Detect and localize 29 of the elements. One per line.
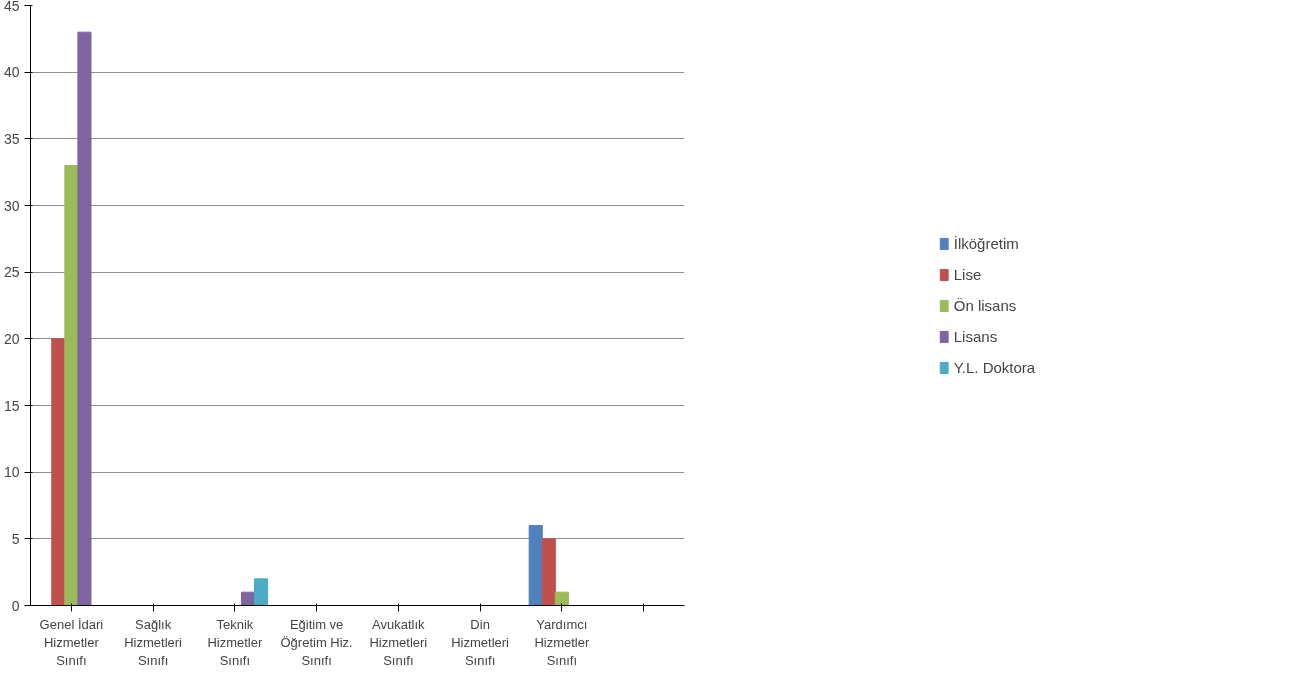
legend-label: Y.L. Doktora: [953, 358, 1036, 376]
y-tick-label: 15: [3, 397, 20, 414]
y-tick-label: 25: [3, 264, 20, 281]
legend-label: Lisans: [953, 327, 998, 345]
x-tick-label: Teknik Hizmetler Sınıfı: [207, 616, 263, 668]
y-tick-label: 20: [3, 330, 20, 347]
legend-label: Lise: [953, 265, 982, 283]
bar: [64, 165, 79, 606]
x-tick-label: Din Hizmetleri Sınıfı: [451, 616, 510, 668]
y-tick-label: 45: [3, 0, 20, 14]
legend-label: Ön lisans: [953, 296, 1017, 314]
y-tick-label: 40: [3, 64, 20, 81]
x-tick-label: Genel İdari Hizmetler Sınıfı: [39, 616, 104, 668]
y-tick-label: 0: [11, 597, 20, 614]
bar: [254, 578, 269, 606]
y-tick-label: 30: [3, 197, 20, 214]
x-tick-label: Sağlık Hizmetleri Sınıfı: [124, 616, 183, 668]
y-tick-label: 5: [11, 530, 20, 547]
bar: [541, 538, 556, 606]
x-tick-label: Yardımcı Hizmetler Sınıfı: [534, 616, 590, 668]
bar: [528, 525, 543, 606]
bar: [51, 338, 66, 606]
x-tick-label: Avukatlık Hizmetleri Sınıfı: [369, 616, 428, 668]
bar: [554, 591, 569, 606]
bar: [77, 31, 92, 606]
x-tick-label: Eğitim ve Öğretim Hiz. Sınıfı: [280, 616, 353, 668]
y-tick-label: 10: [3, 464, 20, 481]
y-tick-label: 35: [3, 130, 20, 147]
legend-label: İlköğretim: [953, 234, 1019, 252]
